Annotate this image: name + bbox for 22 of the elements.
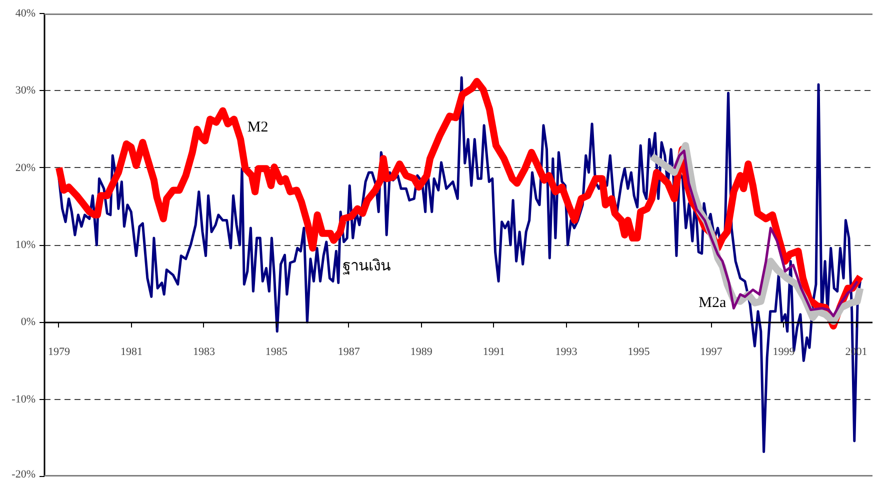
x-tick-label: 1987 (338, 346, 360, 358)
x-tick-label: 1983 (192, 346, 216, 358)
y-tick-label: -20% (12, 468, 36, 480)
x-tick-label: 1989 (410, 346, 433, 358)
x-tick-label: 1981 (120, 346, 142, 358)
series-label: ฐานเงิน (342, 257, 391, 274)
x-tick-label: 1997 (700, 346, 723, 358)
x-tick-label: 1993 (555, 346, 578, 358)
x-tick-label: 1979 (48, 346, 70, 358)
y-tick-label: 10% (15, 239, 36, 251)
series-label: M2a (698, 294, 726, 311)
series-label: M2 (247, 119, 268, 136)
x-tick-label: 1999 (772, 346, 796, 358)
y-tick-label: 0% (20, 316, 36, 328)
x-tick-label: 1991 (482, 346, 505, 358)
y-tick-label: 20% (15, 162, 36, 174)
x-tick-label: 1985 (265, 346, 288, 358)
line-series (673, 150, 859, 318)
y-tick-label: -10% (12, 393, 36, 406)
y-tick-label: 40% (15, 8, 36, 20)
x-tick-label: 1995 (628, 346, 650, 358)
y-tick-label: 30% (15, 84, 36, 97)
